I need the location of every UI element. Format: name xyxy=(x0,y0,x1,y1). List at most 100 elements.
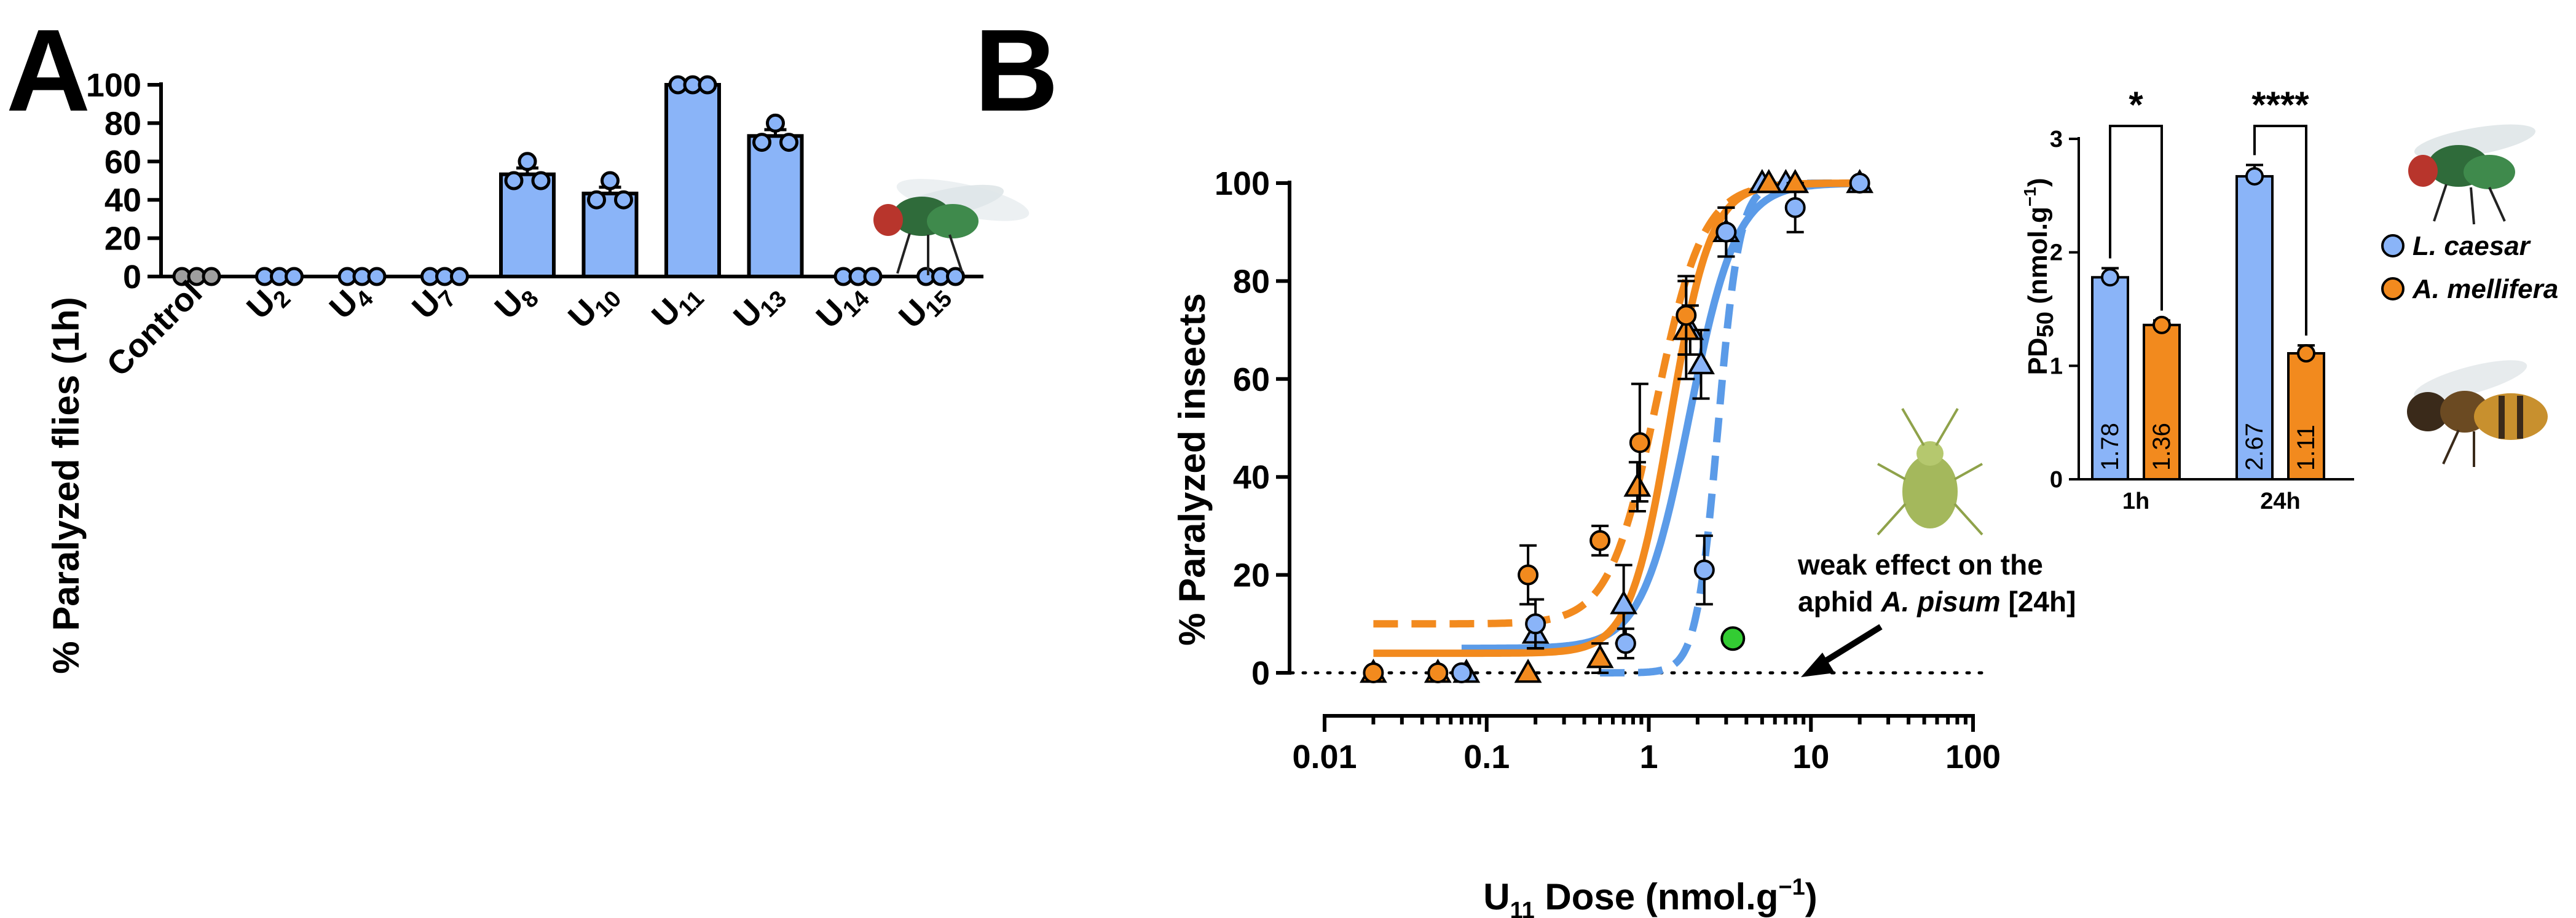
inset-y-tick-label: 3 xyxy=(2050,127,2063,152)
panel-a-point xyxy=(531,171,551,190)
panel-b-y-axis-title: % Paralyzed insects xyxy=(1172,293,1213,646)
inset-axes: 0 1 2 3 1h 24h xyxy=(2050,127,2354,514)
panel-b-fit-curve xyxy=(1373,179,1860,657)
inset-y-tick-label: 0 xyxy=(2050,467,2063,493)
aphid-annotation: weak effect on the aphid A. pisum [24h] xyxy=(1797,549,2076,677)
panel-a-point xyxy=(614,190,633,210)
panel-a-y-tick-label: 20 xyxy=(104,221,141,257)
inset-point xyxy=(2245,167,2264,186)
inset-significance-bracket xyxy=(2253,125,2307,336)
x-title-sub: 11 xyxy=(1510,898,1535,918)
panel-a-bar xyxy=(499,172,556,279)
inset-bar-value-label: 1.78 xyxy=(2097,423,2124,471)
annotation-suffix: [24h] xyxy=(2001,586,2076,618)
inset-bar xyxy=(2091,276,2129,481)
panel-a-bar xyxy=(664,83,721,278)
legend: L. caesar A. mellifera xyxy=(2381,231,2558,304)
panel-a-y-tick-label: 80 xyxy=(104,105,141,142)
panel-b-axes: 0 20 40 60 80 100 0.01 0.1 1 10 100 xyxy=(1215,165,2001,775)
annotation-arrow-head xyxy=(1801,653,1835,677)
panel-a-point xyxy=(863,267,883,286)
panel-b-point-circle xyxy=(1615,633,1636,654)
legend-a-mellifera-marker xyxy=(2381,277,2405,300)
inset-x-tick-label: 1h xyxy=(2122,488,2149,514)
x-title-close: ) xyxy=(1805,876,1818,917)
annotation-species: A. pisum xyxy=(1880,586,2000,618)
inset-bar xyxy=(2235,175,2274,481)
annotation-prefix: aphid xyxy=(1798,586,1881,618)
inset-ytitle-sub: 50 xyxy=(2033,312,2058,337)
panel-a-y-axis-title: % Paralyzed flies (1h) xyxy=(45,297,87,674)
x-title-u: U xyxy=(1483,876,1510,917)
inset-bar-value-label: 1.11 xyxy=(2293,425,2320,471)
panel-b-y-tick-label: 100 xyxy=(1215,165,1270,202)
panel-a-y-tick-label: 100 xyxy=(86,67,141,104)
panel-a-point xyxy=(202,267,221,286)
inset-ytitle-base: PD xyxy=(2023,337,2053,375)
panel-a-x-tick-labels: Control U2 U4 U7 U8 U10 U11 U13 U14 U15 xyxy=(100,274,957,383)
panel-b-point-triangle xyxy=(1586,644,1614,669)
panel-b-point-circle xyxy=(1451,662,1472,683)
panel-a-bars xyxy=(172,75,965,286)
panel-b-x-tick-label: 0.1 xyxy=(1463,739,1510,775)
panel-b-y-tick-label: 0 xyxy=(1251,655,1270,692)
inset-y-tick-label: 2 xyxy=(2050,240,2063,266)
panel-a-y-tick-label: 0 xyxy=(123,259,141,296)
inset-significance: * **** xyxy=(2109,84,2309,336)
panel-a-point xyxy=(752,133,771,152)
panel-a-point xyxy=(946,267,965,286)
inset-point xyxy=(2153,315,2171,334)
panel-b-data-points xyxy=(1359,168,1874,683)
panel-a-x-tick-label: U10 xyxy=(561,274,626,339)
panel-b-point-circle xyxy=(1525,613,1546,635)
panel-a-point xyxy=(367,267,387,286)
panel-b-x-axis-title: U11 Dose (nmol.g−1) xyxy=(1483,874,1818,918)
panel-a-x-tick-label: U11 xyxy=(645,274,709,339)
panel-b-fit-curves xyxy=(1373,179,1860,677)
panel-a-point xyxy=(766,113,785,133)
legend-a-mellifera: A. mellifera xyxy=(2412,274,2558,304)
panel-a-point xyxy=(504,171,524,190)
x-title-unit: Dose (nmol.g xyxy=(1535,876,1779,917)
inset-point xyxy=(2101,268,2119,287)
panel-b-y-tick-label: 60 xyxy=(1233,361,1270,398)
panel-a-x-tick-label: Control xyxy=(100,274,209,383)
panel-b-point-circle xyxy=(1518,564,1539,586)
panel-b-point-triangle xyxy=(1755,168,1783,194)
panel-a-label: A xyxy=(6,6,90,136)
inset-significance-label: **** xyxy=(2251,84,2309,125)
panel-a-point xyxy=(698,75,717,95)
inset-significance-label: * xyxy=(2129,84,2143,125)
panel-b-x-tick-label: 100 xyxy=(1945,739,2001,775)
inset-ytitle-unit: (nmol.g xyxy=(2023,206,2053,312)
x-title-sup: −1 xyxy=(1778,874,1805,900)
inset-y-tick-label: 1 xyxy=(2050,353,2063,379)
panel-b-point-circle xyxy=(1720,626,1746,651)
panel-b-x-tick-label: 1 xyxy=(1639,739,1658,775)
inset-ytitle-close: ) xyxy=(2023,178,2053,187)
aphid-illustration xyxy=(1877,407,1983,536)
panel-b-point-triangle xyxy=(1781,168,1810,194)
annotation-arrow-shaft xyxy=(1814,624,1883,670)
fly-illustration-inset xyxy=(2408,124,2536,225)
panel-b-point-circle xyxy=(1363,662,1384,683)
panel-b-x-tick-label: 0.01 xyxy=(1292,739,1357,775)
panel-a-point xyxy=(518,152,537,171)
panel-a-point xyxy=(587,190,606,210)
panel-b-point-circle xyxy=(1784,197,1806,218)
panel-b-point-circle xyxy=(1427,662,1449,683)
panel-a-point xyxy=(601,171,620,190)
inset-significance-bracket xyxy=(2109,125,2163,311)
panel-a-point xyxy=(285,267,304,286)
panel-b-point-circle xyxy=(1849,173,1870,194)
inset-point xyxy=(2297,344,2315,363)
panel-a-point xyxy=(779,133,798,152)
panel-b-fit-curve xyxy=(1373,179,1860,628)
panel-b-label: B xyxy=(974,6,1058,136)
panel-b-point-circle xyxy=(1693,559,1715,581)
inset-bars: 1.78 1.36 2.67 1.11 xyxy=(2091,163,2325,481)
